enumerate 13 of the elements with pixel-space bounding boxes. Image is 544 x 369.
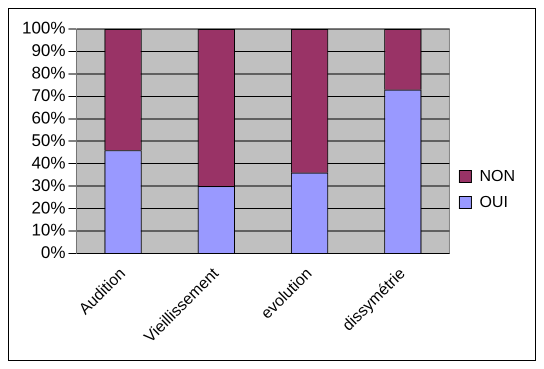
y-tick-label: 10% [31, 220, 66, 240]
y-tick-label: 100% [22, 18, 66, 38]
y-tick-label: 30% [31, 176, 66, 195]
y-tick-label: 80% [31, 64, 66, 83]
y-tick-label: 0% [40, 243, 66, 262]
y-tick-label: 60% [31, 108, 66, 128]
legend-label: NON [479, 168, 516, 185]
y-tick-label: 40% [31, 153, 66, 172]
y-tick-label: 70% [31, 86, 66, 106]
y-tick-label: 50% [31, 130, 66, 150]
y-tick-label: 20% [31, 198, 66, 218]
legend-label: OUI [479, 194, 508, 211]
y-tick-label: 90% [31, 41, 66, 60]
